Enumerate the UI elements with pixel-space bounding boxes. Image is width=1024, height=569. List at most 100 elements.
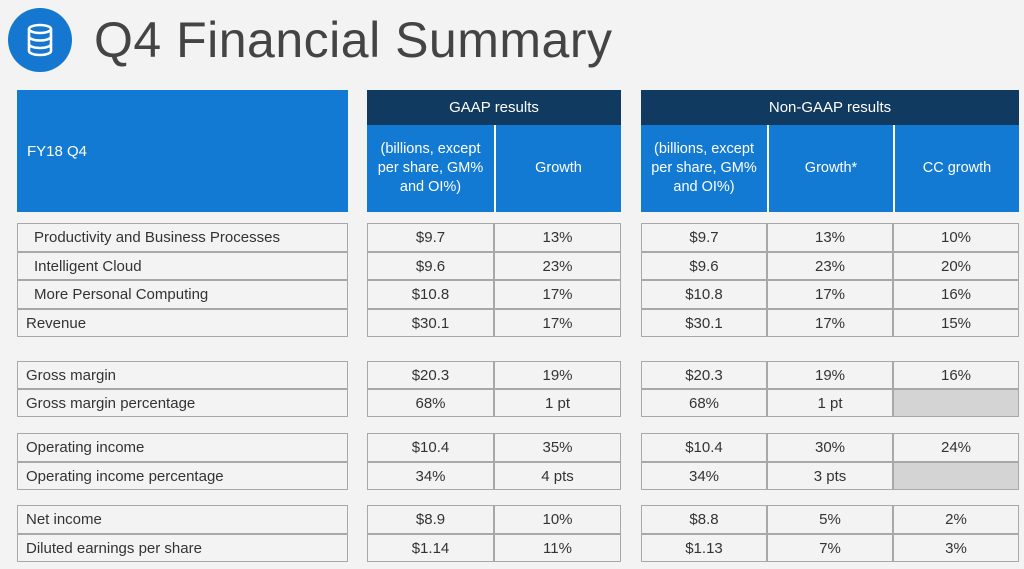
row-label: Productivity and Business Processes [34,229,280,246]
cell-value: 15% [940,314,972,332]
cell-value: 3 pts [813,467,847,485]
cell-value: 1 pt [817,394,843,412]
nongaap-cc-growth-cell: 15% [893,309,1019,337]
nongaap-value-cell: $9.6 [641,252,767,280]
nongaap-growth-cell: 17% [767,309,893,337]
cell-value: $20.3 [685,366,723,384]
nongaap-cc-growth-cell: 2% [893,505,1019,534]
nongaap-value-cell: 34% [641,462,767,490]
row-label-cell: Net income [17,505,348,534]
cell-value: $8.9 [415,511,446,528]
nongaap-growth-cell: 3 pts [767,462,893,490]
cell-value: $8.8 [689,511,719,528]
cell-value: 11% [543,539,572,557]
nongaap-cc-growth-cell [893,389,1019,417]
nongaap-results-title: Non-GAAP results [768,99,892,116]
cell-value: 17% [542,286,573,303]
gaap-growth-cell: 17% [494,309,621,337]
row-label-cell: Productivity and Business Processes [17,223,348,252]
row-label: Diluted earnings per share [26,539,202,557]
cell-value: $10.4 [685,439,723,456]
logo-badge [8,8,72,72]
cell-value: $30.1 [685,314,723,332]
nongaap-growth-cell: 23% [767,252,893,280]
nongaap-value-column-label: (billions, except per share, GM% and OI%… [651,141,757,195]
cell-value: 19% [542,366,573,384]
cell-value: $20.3 [411,366,450,384]
cell-value: $30.1 [411,314,450,332]
gaap-growth-cell: 17% [494,280,621,309]
cell-value: 2% [945,511,967,528]
cell-value: 4 pts [541,467,574,485]
cell-value: 10% [940,229,972,246]
row-label: Operating income [26,439,145,456]
row-label-cell: More Personal Computing [17,280,348,309]
row-label: Operating income percentage [26,467,224,485]
nongaap-cc-growth-cell: 16% [893,280,1019,309]
nongaap-value-cell: $10.8 [641,280,767,309]
gaap-value-column-label: (billions, except per share, GM% and OI%… [377,141,484,195]
row-label-cell: Operating income [17,433,348,462]
period-label: FY18 Q4 [27,142,88,160]
cell-value: 1 pt [544,394,571,412]
cell-value: 17% [814,286,846,303]
row-label: Gross margin percentage [26,394,196,412]
nongaap-value-cell: $20.3 [641,361,767,389]
page-title: Q4 Financial Summary [94,12,613,68]
row-label: More Personal Computing [34,286,209,303]
gaap-growth-cell: 19% [494,361,621,389]
gaap-results-title: GAAP results [449,99,539,116]
gaap-value-cell: 68% [367,389,494,417]
cell-value: $9.6 [415,257,446,275]
nongaap-cc-growth-cell: 20% [893,252,1019,280]
gaap-growth-cell: 1 pt [494,389,621,417]
row-label-cell: Gross margin [17,361,348,389]
nongaap-value-cell: 68% [641,389,767,417]
nongaap-cc-growth-cell: 16% [893,361,1019,389]
cell-value: 13% [542,229,573,246]
cell-value: 23% [542,257,573,275]
database-icon [27,23,53,57]
cell-value: $10.4 [411,439,450,456]
cell-value: 3% [945,539,967,557]
cell-value: 5% [819,511,841,528]
nongaap-cc-growth-cell [893,462,1019,490]
row-label-cell: Diluted earnings per share [17,534,348,562]
cell-value: $9.7 [415,229,446,246]
gaap-results-header: GAAP results [367,90,621,125]
row-label-cell: Revenue [17,309,348,337]
nongaap-growth-cell: 5% [767,505,893,534]
nongaap-growth-cell: 7% [767,534,893,562]
gaap-value-cell: $9.7 [367,223,494,252]
nongaap-results-header: Non-GAAP results [641,90,1019,125]
cell-value: 34% [415,467,446,485]
gaap-value-cell: $10.4 [367,433,494,462]
row-label: Net income [26,511,102,528]
cell-value: $10.8 [685,286,723,303]
row-label-cell: Gross margin percentage [17,389,348,417]
gaap-value-cell: $8.9 [367,505,494,534]
nongaap-cc-growth-cell: 3% [893,534,1019,562]
gaap-growth-cell: 10% [494,505,621,534]
cell-value: 17% [814,314,846,332]
cell-value: 17% [542,314,573,332]
nongaap-value-cell: $9.7 [641,223,767,252]
cell-value: 35% [542,439,573,456]
gaap-value-column-header: (billions, except per share, GM% and OI%… [367,125,494,212]
cell-value: 16% [940,366,972,384]
gaap-growth-column-label: Growth [535,160,582,176]
nongaap-growth-cell: 1 pt [767,389,893,417]
gaap-growth-column-header: Growth [494,125,621,212]
cell-value: $10.8 [411,286,450,303]
nongaap-value-cell: $30.1 [641,309,767,337]
nongaap-cc-growth-cell: 10% [893,223,1019,252]
gaap-growth-cell: 13% [494,223,621,252]
nongaap-cc-growth-column-label: CC growth [922,160,992,176]
nongaap-cc-growth-column-header: CC growth [893,125,1019,212]
nongaap-value-cell: $1.13 [641,534,767,562]
row-label: Intelligent Cloud [34,257,142,275]
cell-value: 24% [940,439,972,456]
row-label-cell: Operating income percentage [17,462,348,490]
cell-value: 34% [688,467,720,485]
nongaap-growth-cell: 17% [767,280,893,309]
